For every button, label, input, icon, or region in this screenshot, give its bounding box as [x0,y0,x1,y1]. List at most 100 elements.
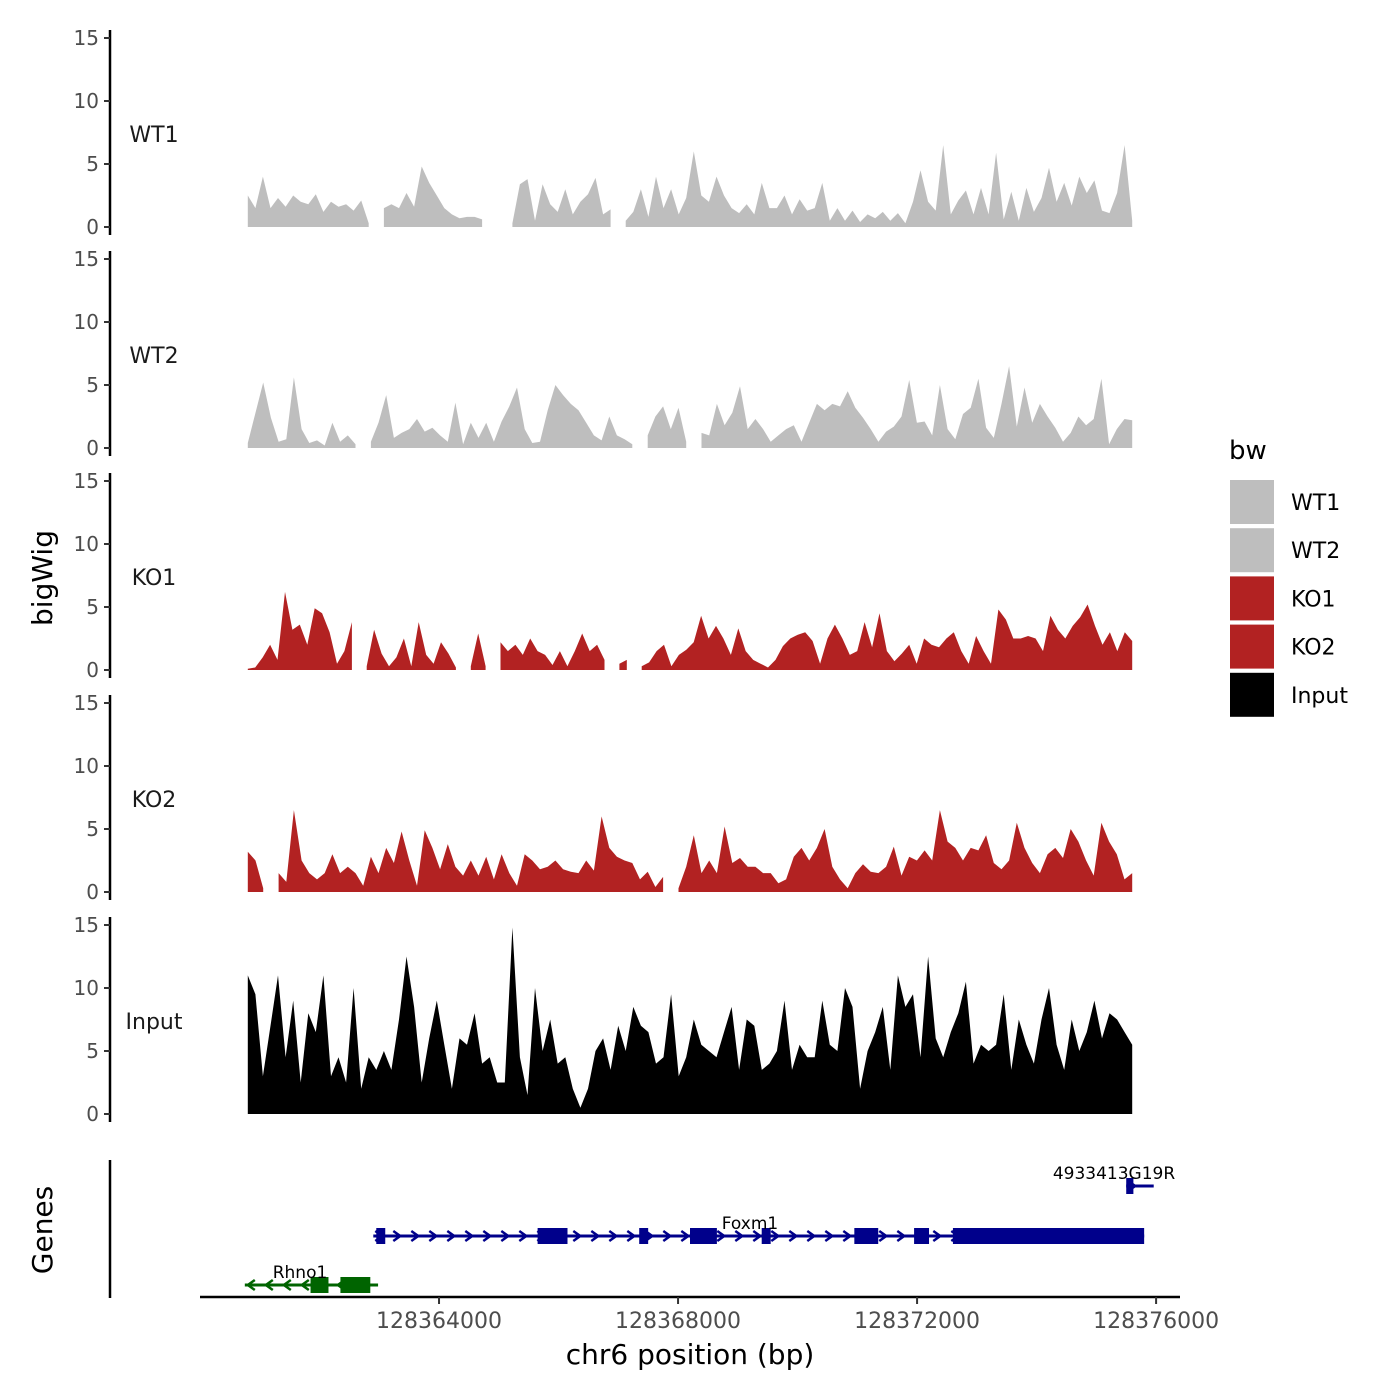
exon [952,1228,1145,1244]
strand-arrow [572,1229,583,1243]
track-input: 0 5 10 15 Input [74,913,1133,1126]
legend-label: Input [1291,684,1348,709]
strand-arrow [752,1229,763,1243]
strand-arrow [590,1229,601,1243]
legend-key [1230,672,1274,717]
track-label: WT1 [129,123,178,148]
y-tick-label: 0 [86,658,99,682]
track-wt2: 0 5 10 15 WT2 [74,247,1133,460]
strand-arrow [716,1229,727,1243]
coverage-area-ko1 [500,633,605,670]
track-label: Input [126,1010,183,1035]
legend-label: KO2 [1291,636,1336,661]
exon [1126,1178,1134,1194]
strand-arrow [824,1229,835,1243]
strand-arrow [770,1229,781,1243]
strand-arrow [932,1229,943,1243]
legend-label: WT2 [1291,539,1340,564]
y-axis-title: bigWig [26,530,59,626]
coverage-area-wt2 [701,366,1133,448]
strand-arrow [788,1229,799,1243]
y-tick-label: 5 [86,373,99,397]
exon [639,1228,649,1244]
legend-key [1230,528,1274,573]
x-tick-label: 128368000 [615,1309,741,1334]
strand-arrow [281,1278,292,1292]
exon [376,1228,386,1244]
coverage-area-wt2 [647,406,687,448]
strand-arrow [734,1229,745,1243]
track-label: KO1 [132,566,177,591]
y-tick-label: 5 [86,595,99,619]
coverage-area-wt1 [512,177,611,227]
coverage-area-input [247,927,1133,1114]
coverage-area-ko2 [247,851,264,892]
coverage-area-ko1 [619,659,627,670]
y-tick-label: 0 [86,436,99,460]
strand-arrow [299,1278,310,1292]
y-tick-label: 15 [74,26,99,50]
y-tick-label: 0 [86,880,99,904]
coverage-area-wt2 [370,385,633,448]
x-tick-label: 128376000 [1093,1309,1219,1334]
x-tick-label: 128364000 [376,1309,502,1334]
gene-foxm1: Foxm1 [373,1214,1145,1244]
coverage-area-ko1 [247,591,352,670]
x-axis: 128364000 128368000 128372000 128376000 [200,1295,1219,1334]
strand-arrow [392,1229,403,1243]
coverage-tracks: 0 5 10 15 WT1 0 5 10 15 WT2 0 5 10 15 KO1 0 5 10 15 KO2 0 5 10… [74,26,1133,1126]
legend-label: KO1 [1291,587,1336,612]
gene-label: Foxm1 [722,1214,779,1234]
strand-arrow [518,1229,529,1243]
y-tick-label: 10 [74,976,99,1000]
coverage-area-wt2 [247,377,356,448]
y-tick-label: 5 [86,817,99,841]
legend-key [1230,576,1274,621]
coverage-area-ko2 [678,810,1133,892]
strand-arrow [608,1229,619,1243]
coverage-area-ko2 [278,810,664,892]
track-label: WT2 [129,344,178,369]
genes-axis-title: Genes [26,1186,59,1274]
exon [537,1228,568,1244]
y-tick-label: 15 [74,247,99,271]
y-tick-label: 5 [86,1039,99,1063]
strand-arrow [806,1229,817,1243]
strand-arrow [680,1229,691,1243]
exon [854,1228,879,1244]
coverage-area-ko1 [366,622,456,670]
y-tick-label: 10 [74,754,99,778]
y-tick-label: 15 [74,913,99,937]
coverage-area-wt1 [383,166,483,227]
y-tick-label: 15 [74,691,99,715]
y-tick-label: 0 [86,215,99,239]
gene-label: 4933413G19R [1053,1164,1176,1184]
exon [340,1277,371,1293]
exon [690,1228,717,1244]
strand-arrow [896,1229,907,1243]
gene-rhno1: Rhno1 [244,1263,379,1293]
strand-arrow [263,1278,274,1292]
track-ko2: 0 5 10 15 KO2 [74,691,1133,904]
y-tick-label: 10 [74,89,99,113]
legend-key [1230,480,1274,524]
coverage-area-ko1 [470,633,486,670]
track-ko1: 0 5 10 15 KO1 [74,469,1133,682]
exon [914,1228,930,1244]
coverage-area-wt1 [625,145,1133,227]
x-tick-label: 128372000 [854,1309,980,1334]
y-tick-label: 15 [74,469,99,493]
strand-arrow [446,1229,457,1243]
gene-4933413g19rik: 4933413G19R [1053,1164,1176,1194]
y-tick-label: 10 [74,310,99,334]
strand-arrow [428,1229,439,1243]
exon [761,1228,771,1244]
track-wt1: 0 5 10 15 WT1 [74,26,1133,239]
legend-label: WT1 [1291,491,1340,516]
x-axis-title: chr6 position (bp) [566,1338,815,1371]
strand-arrow [245,1278,256,1292]
y-tick-label: 10 [74,532,99,556]
gene-label: Rhno1 [273,1263,328,1283]
strand-arrow [842,1229,853,1243]
